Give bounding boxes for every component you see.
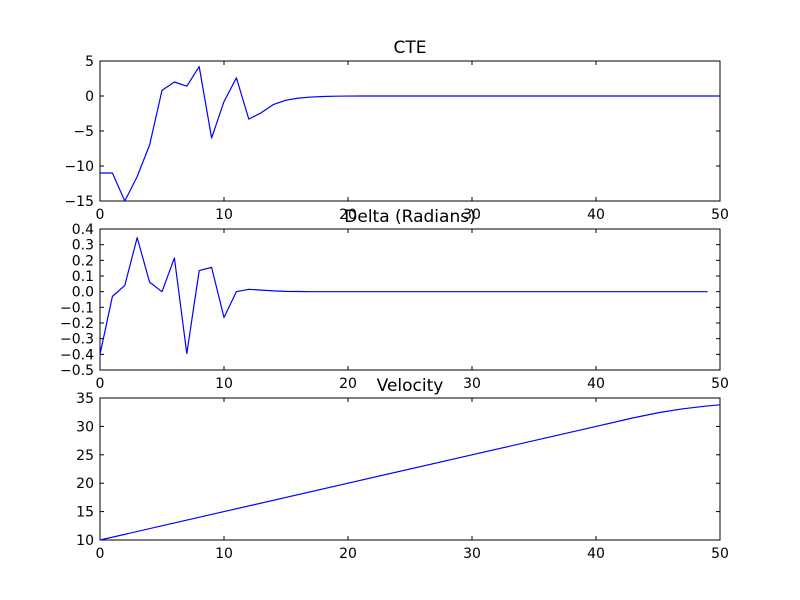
velocity-x-tick-label: 0 bbox=[96, 546, 105, 562]
delta-y-tick-label: −0.3 bbox=[60, 332, 94, 348]
velocity-y-tick-label: 20 bbox=[76, 476, 94, 492]
delta-x-tick-label: 20 bbox=[339, 376, 357, 392]
delta-x-tick-label: 0 bbox=[96, 376, 105, 392]
velocity-y-tick-label: 10 bbox=[76, 533, 94, 549]
velocity-y-tick-label: 15 bbox=[76, 505, 94, 521]
velocity-y-tick-label: 30 bbox=[76, 419, 94, 435]
delta-y-tick-label: 0.0 bbox=[72, 285, 94, 301]
delta-y-tick-label: 0.3 bbox=[72, 238, 94, 254]
delta-y-tick-label: −0.5 bbox=[60, 363, 94, 379]
velocity-title: Velocity bbox=[377, 376, 444, 396]
delta-axes-frame bbox=[99, 228, 721, 371]
cte-x-tick-label: 40 bbox=[587, 207, 605, 223]
velocity-series-line bbox=[99, 404, 721, 541]
cte-x-tick-label: 30 bbox=[463, 207, 481, 223]
delta-y-tick-label: −0.2 bbox=[60, 316, 94, 332]
velocity-y-tick-label: 25 bbox=[76, 448, 94, 464]
cte-x-tick-label: 10 bbox=[215, 207, 233, 223]
cte-y-tick-label: −10 bbox=[64, 159, 94, 175]
delta-y-tick-label: 0.1 bbox=[72, 269, 94, 285]
velocity-x-tick-label: 50 bbox=[711, 546, 729, 562]
velocity-x-tick-label: 30 bbox=[463, 546, 481, 562]
delta-ticks: 0 10 20 30 40 50 −0.5−0.4−0.3−0.2−0.10.00.10.2… bbox=[60, 222, 729, 392]
delta-series-line bbox=[99, 237, 708, 355]
delta-subplot: 0 10 20 30 40 50 −0.5−0.4−0.3−0.2−0.10.00.10.2… bbox=[60, 207, 729, 392]
cte-subplot: 0 10 20 30 40 50 −15 −10 −5 0 5 CTE bbox=[64, 38, 728, 223]
delta-title: Delta (Radians) bbox=[344, 207, 475, 227]
delta-y-tick-label: −0.1 bbox=[60, 300, 94, 316]
delta-x-tick-label: 50 bbox=[711, 376, 729, 392]
cte-y-tick-label: 0 bbox=[85, 89, 94, 105]
delta-x-tick-label: 10 bbox=[215, 376, 233, 392]
velocity-x-tick-label: 20 bbox=[339, 546, 357, 562]
velocity-x-tick-label: 10 bbox=[215, 546, 233, 562]
cte-title: CTE bbox=[394, 38, 427, 58]
velocity-y-tick-label: 35 bbox=[76, 391, 94, 407]
delta-x-tick-label: 40 bbox=[587, 376, 605, 392]
velocity-x-tick-label: 40 bbox=[587, 546, 605, 562]
cte-y-tick-label: 5 bbox=[85, 54, 94, 70]
cte-axes-frame bbox=[99, 60, 721, 202]
cte-y-tick-label: −5 bbox=[73, 124, 94, 140]
cte-x-tick-label: 50 bbox=[711, 207, 729, 223]
delta-x-tick-label: 30 bbox=[463, 376, 481, 392]
cte-x-tick-label: 0 bbox=[96, 207, 105, 223]
cte-ticks: 0 10 20 30 40 50 −15 −10 −5 0 5 bbox=[64, 54, 728, 223]
delta-y-tick-label: −0.4 bbox=[60, 347, 94, 363]
cte-x-tick-label: 20 bbox=[339, 207, 357, 223]
delta-y-tick-label: 0.4 bbox=[72, 222, 94, 238]
delta-y-tick-label: 0.2 bbox=[72, 253, 94, 269]
cte-series-line bbox=[100, 65, 720, 202]
cte-y-tick-label: −15 bbox=[64, 194, 94, 210]
